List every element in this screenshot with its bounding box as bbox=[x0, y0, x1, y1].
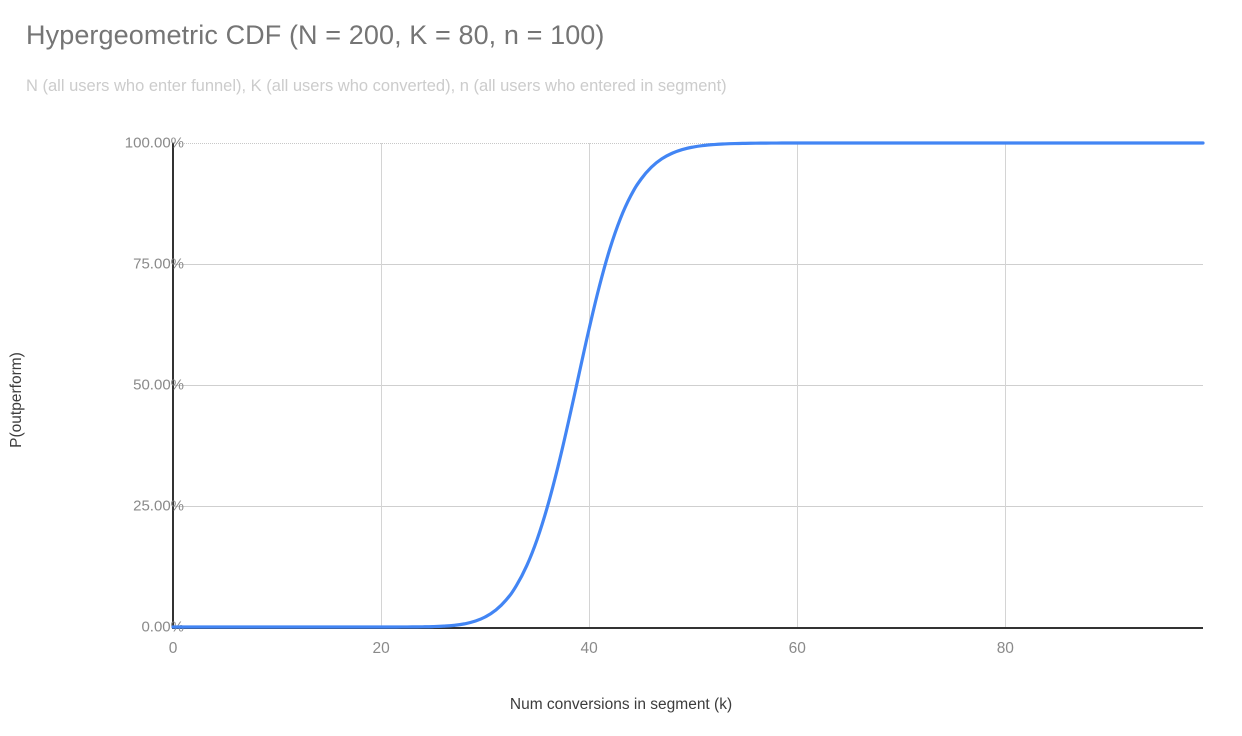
x-tick-label: 60 bbox=[788, 640, 806, 657]
y-tick-label: 25.00% bbox=[133, 497, 184, 515]
gridline-horizontal bbox=[173, 143, 1203, 144]
x-axis-title: Num conversions in segment (k) bbox=[509, 696, 733, 713]
x-tick-label: 40 bbox=[580, 640, 598, 657]
x-axis-line bbox=[173, 627, 1203, 629]
gridline-horizontal bbox=[173, 506, 1203, 507]
gridline-vertical bbox=[1005, 143, 1007, 628]
gridline-vertical bbox=[797, 143, 799, 628]
x-tick-label: 0 bbox=[168, 640, 178, 657]
x-tick-label: 20 bbox=[372, 640, 390, 657]
chart-subtitle: N (all users who enter funnel), K (all u… bbox=[26, 77, 727, 95]
chart-title: Hypergeometric CDF (N = 200, K = 80, n =… bbox=[26, 20, 605, 50]
y-tick-label: 50.00% bbox=[133, 376, 184, 394]
y-tick-label: 100.00% bbox=[124, 134, 184, 152]
x-tick-label: 80 bbox=[996, 640, 1014, 657]
y-axis-title: P(outperform) bbox=[8, 352, 25, 448]
gridline-vertical bbox=[381, 143, 383, 628]
gridline-horizontal bbox=[173, 264, 1203, 265]
gridline-horizontal bbox=[173, 385, 1203, 386]
gridline-vertical bbox=[589, 143, 591, 628]
plot-area bbox=[173, 143, 1203, 628]
y-tick-label: 75.00% bbox=[133, 255, 184, 273]
y-tick-label: 0.00% bbox=[141, 618, 184, 636]
